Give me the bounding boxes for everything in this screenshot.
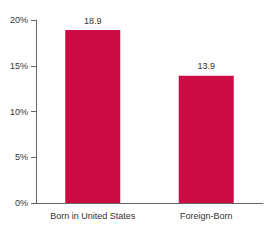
svg-text:Foreign-Born: Foreign-Born	[180, 211, 233, 221]
svg-text:15%: 15%	[10, 61, 28, 71]
svg-text:5%: 5%	[15, 152, 28, 162]
svg-text:Born in United States: Born in United States	[50, 211, 136, 221]
svg-text:0%: 0%	[15, 198, 28, 208]
svg-text:13.9: 13.9	[197, 61, 215, 71]
svg-text:10%: 10%	[10, 107, 28, 117]
svg-text:20%: 20%	[10, 15, 28, 25]
svg-text:18.9: 18.9	[84, 16, 102, 26]
